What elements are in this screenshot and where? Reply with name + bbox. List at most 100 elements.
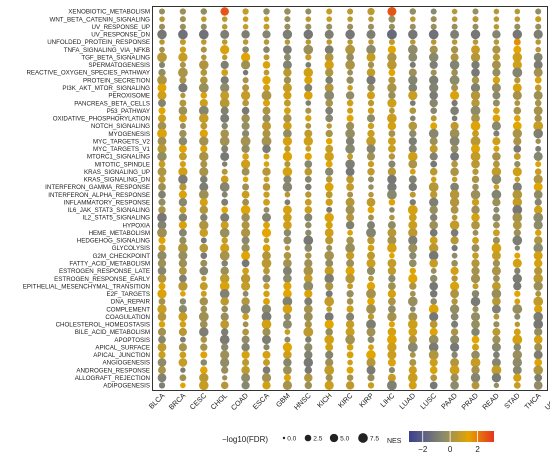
dot-protein_secretion-esca: [262, 75, 271, 85]
dot-xenobiotic_metabolism-stad: [514, 8, 521, 15]
dot-mitotic_spindle-gbm: [284, 161, 291, 168]
y-label-cholesterol_homeostasis: CHOLESTEROL_HOMEOSTASIS: [56, 322, 150, 329]
dot-estrogen_response_early-hnsc: [304, 274, 313, 283]
dot-spermatogenesis-read: [491, 60, 501, 70]
dot-myogenesis-blca: [157, 128, 167, 139]
dot-heme_metabolism-stad: [513, 229, 521, 237]
dot-p53_pathway-gbm: [283, 107, 291, 115]
dot-androgen_response-chol: [221, 366, 229, 374]
dot-kras_signaling_dn-esca: [263, 176, 270, 183]
dot-peroxisome-paad: [450, 90, 460, 101]
x-label-paad: PAAD: [439, 391, 459, 411]
y-label-bile_acid_metabolism: BILE_ACID_METABOLISM: [75, 329, 150, 336]
dot-complement-thca: [534, 304, 543, 314]
dot-pi3k_akt_mtor_signaling-hnsc: [304, 83, 313, 92]
dot-tnfa_signaling_via_nfkb-brca: [179, 46, 187, 53]
dot-estrogen_response_early-lihc: [388, 274, 396, 283]
dot-estrogen_response_late-lusc: [430, 267, 437, 274]
dot-pancreas_beta_cells-paad: [451, 99, 458, 107]
dot-e2f_targets-prad: [471, 290, 480, 298]
dot-protein_secretion-kirc: [346, 76, 354, 84]
dot-tgf_beta_signaling-blca: [157, 52, 167, 63]
dot-allograft_rejection-blca: [157, 373, 167, 383]
dot-reactive_oxygen_species_pathway-kich: [325, 68, 334, 77]
dot-mitotic_spindle-read: [492, 160, 500, 168]
dot-unfolded_protein_response-blca: [159, 39, 165, 45]
dot-apical_surface-lusc: [428, 342, 439, 352]
dot-androgen_response-luad: [408, 366, 417, 375]
dot-fatty_acid_metabolism-coad: [241, 259, 250, 268]
dot-apoptosis-esca: [262, 335, 271, 345]
dot-interferon_gamma_response-kich: [324, 182, 334, 192]
y-label-androgen_response: ANDROGEN_RESPONSE: [76, 367, 150, 374]
dot-myc_targets_v1-paad: [450, 144, 459, 153]
dot-pi3k_akt_mtor_signaling-chol: [220, 83, 230, 93]
dot-apical_surface-kirc: [346, 343, 354, 351]
dot-adipogenesis-stad: [513, 381, 521, 389]
dot-coagulation-read: [493, 313, 500, 320]
dot-pancreas_beta_cells-lusc: [429, 98, 438, 108]
size-legend-items: 0.0 2.5 5.0 7.5: [282, 433, 379, 443]
dot-dna_repair-gbm: [282, 296, 293, 307]
x-label-chol: CHOL: [209, 391, 229, 411]
dot-peroxisome-hnsc: [303, 91, 313, 100]
dot-pancreas_beta_cells-thca: [534, 99, 542, 107]
dot-heme_metabolism-prad: [472, 229, 479, 236]
dot-fatty_acid_metabolism-lihc: [387, 258, 397, 268]
x-label-kirp: KIRP: [357, 391, 375, 409]
dot-oxidative_phosphorylation-lusc: [430, 115, 437, 122]
dot-bile_acid_metabolism-hnsc: [303, 327, 314, 337]
dot-wnt_beta_catenin_signaling-read: [493, 16, 500, 22]
dot-cholesterol_homeostasis-paad: [451, 320, 459, 328]
dot-kras_signaling_dn-stad: [514, 176, 521, 183]
dot-apical_junction-lusc: [428, 349, 439, 360]
dot-kras_signaling_up-coad: [241, 167, 250, 176]
color-legend-bar: [409, 431, 494, 442]
dot-coagulation-stad: [514, 313, 521, 320]
dot-xenobiotic_metabolism-kich: [326, 8, 333, 15]
dot-p53_pathway-chol: [220, 106, 229, 115]
dot-glycolysis-thca: [533, 243, 543, 253]
dot-apical_surface-prad: [472, 343, 479, 351]
dot-complement-blca: [157, 304, 167, 314]
dot-inflammatory_response-luad: [409, 199, 416, 206]
dot-dna_repair-prad: [470, 296, 481, 307]
dot-epithelial_mesenchymal_transition-stad: [513, 282, 522, 291]
dot-glycolysis-read: [491, 243, 502, 253]
dot-cholesterol_homeostasis-kirc: [345, 320, 355, 329]
dot-coagulation-paad: [450, 312, 459, 321]
dot-unfolded_protein_response-prad: [472, 39, 479, 45]
dot-estrogen_response_late-kirc: [345, 266, 355, 276]
dot-uv_response_up-lihc: [388, 23, 395, 30]
dot-coagulation-hnsc: [303, 312, 313, 322]
dot-estrogen_response_late-gbm: [282, 266, 292, 276]
dot-apoptosis-luad: [408, 335, 417, 344]
dot-allograft_rejection-lusc: [430, 374, 438, 382]
dot-g2m_checkpoint-hnsc: [305, 252, 312, 259]
dot-il2_stat5_signaling-kirp: [368, 214, 374, 221]
dot-oxidative_phosphorylation-esca: [262, 114, 271, 123]
dot-e2f_targets-hnsc: [304, 289, 313, 298]
size-legend-dot-0: [282, 436, 286, 440]
dot-heme_metabolism-thca: [535, 229, 542, 236]
y-label-hypoxia: HYPOXIA: [122, 222, 150, 229]
dot-xenobiotic_metabolism-blca: [158, 8, 166, 15]
dot-unfolded_protein_response-coad: [242, 39, 249, 45]
dot-peroxisome-gbm: [283, 91, 292, 100]
dot-bile_acid_metabolism-lusc: [429, 327, 438, 336]
dot-estrogen_response_early-stad: [512, 273, 522, 284]
x-label-brca: BRCA: [167, 391, 188, 412]
dot-apical_surface-luad: [407, 342, 418, 353]
dot-pancreas_beta_cells-esca: [262, 99, 271, 107]
dot-dna_repair-lusc: [430, 298, 438, 305]
dot-il6_jak_stat3_signaling-thca: [533, 205, 543, 215]
dot-reactive_oxygen_species_pathway-prad: [471, 68, 480, 77]
dot-oxidative_phosphorylation-coad: [241, 114, 250, 123]
dot-myc_targets_v2-thca: [535, 138, 541, 144]
dot-peroxisome-cesc: [200, 92, 208, 99]
dot-cholesterol_homeostasis-lusc: [429, 320, 438, 329]
dot-g2m_checkpoint-prad: [472, 252, 479, 259]
dot-estrogen_response_late-luad: [409, 267, 416, 275]
dot-interferon_alpha_response-kirp: [368, 191, 374, 198]
dot-hypoxia-kich: [325, 221, 333, 229]
